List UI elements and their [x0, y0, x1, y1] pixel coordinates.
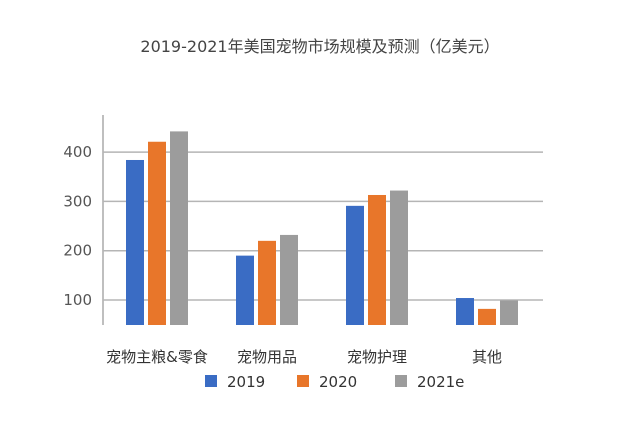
y-tick-label: 100 — [63, 291, 92, 309]
bar-2020-3 — [478, 308, 496, 325]
bar-2019-0 — [126, 159, 144, 325]
bar-2021e-1 — [280, 234, 298, 325]
legend-swatch-2020 — [297, 375, 309, 387]
bar-2020-0 — [148, 141, 166, 325]
legend-label: 2021e — [417, 373, 464, 391]
bar-2019-1 — [236, 255, 254, 325]
y-tick-label: 400 — [63, 143, 92, 161]
bar-2020-1 — [258, 240, 276, 325]
category-label: 宠物用品 — [237, 348, 297, 366]
y-tick-label: 300 — [63, 192, 92, 210]
bar-2019-2 — [346, 205, 364, 325]
chart-title: 2019-2021年美国宠物市场规模及预测（亿美元） — [140, 37, 499, 56]
category-label: 宠物护理 — [347, 348, 407, 366]
bar-2020-2 — [368, 194, 386, 325]
category-label: 其他 — [472, 348, 502, 366]
legend-label: 2019 — [227, 373, 265, 391]
bar-2021e-2 — [390, 190, 408, 325]
legend-swatch-2019 — [205, 375, 217, 387]
legend-label: 2020 — [319, 373, 357, 391]
bar-2019-3 — [456, 298, 474, 325]
legend-swatch-2021e — [395, 375, 407, 387]
y-tick-label: 200 — [63, 242, 92, 260]
bar-2021e-3 — [500, 300, 518, 325]
category-label: 宠物主粮&零食 — [106, 348, 208, 366]
bar-2021e-0 — [170, 131, 188, 325]
